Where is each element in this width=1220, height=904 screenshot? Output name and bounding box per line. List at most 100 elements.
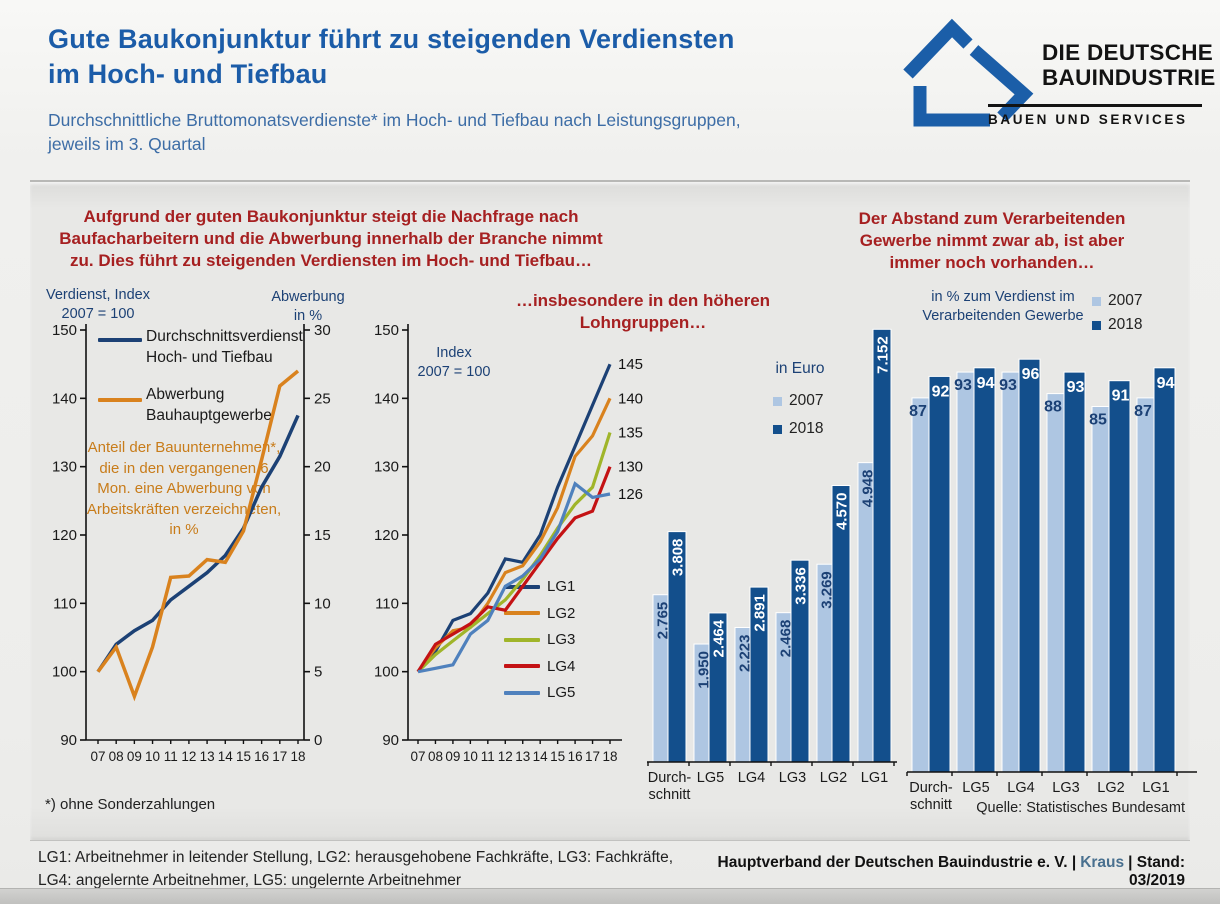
svg-text:10: 10 bbox=[463, 749, 478, 764]
legend-line-swatch bbox=[98, 398, 142, 402]
svg-text:4.948: 4.948 bbox=[860, 470, 877, 508]
legend-entry-abwerbung: Abwerbung Bauhauptgewerbe bbox=[146, 386, 272, 424]
page-subtitle-line: Durchschnittliche Bruttomonatsverdienste… bbox=[48, 110, 741, 130]
svg-text:LG2: LG2 bbox=[1097, 780, 1124, 796]
logo-name-line: BAUINDUSTRIE bbox=[1042, 65, 1216, 90]
chart3-year-legend: 2007 2018 bbox=[773, 392, 823, 438]
logo-name-line: DIE DEUTSCHE bbox=[1042, 40, 1214, 65]
svg-text:130: 130 bbox=[52, 459, 77, 476]
svg-text:schnitt: schnitt bbox=[910, 797, 952, 813]
chart1-annotation: Anteil der Bauunternehmen*, die in den v… bbox=[86, 439, 282, 538]
svg-text:92: 92 bbox=[932, 383, 950, 400]
svg-text:14: 14 bbox=[533, 749, 549, 764]
source-note: Quelle: Statistisches Bundesamt bbox=[976, 800, 1185, 816]
svg-text:87: 87 bbox=[1134, 403, 1152, 420]
legend-entry-lg5: LG5 bbox=[504, 684, 575, 701]
svg-text:93: 93 bbox=[954, 377, 972, 394]
svg-text:30: 30 bbox=[314, 322, 331, 339]
svg-text:145: 145 bbox=[618, 356, 643, 373]
svg-text:90: 90 bbox=[60, 732, 77, 749]
svg-text:135: 135 bbox=[618, 425, 643, 442]
page-subtitle-line: jeweils im 3. Quartal bbox=[48, 134, 206, 154]
heading-right-line: Der Abstand zum Verarbeitenden bbox=[858, 209, 1126, 228]
svg-text:94: 94 bbox=[977, 375, 995, 392]
svg-text:16: 16 bbox=[568, 749, 583, 764]
svg-text:110: 110 bbox=[375, 595, 399, 612]
svg-text:07: 07 bbox=[90, 749, 105, 764]
chart2-index-label: Index 2007 = 100 bbox=[417, 345, 491, 380]
svg-text:88: 88 bbox=[1044, 399, 1062, 416]
chart3-unit-label: in Euro bbox=[775, 360, 825, 377]
legend-entry-2018: 2018 bbox=[773, 420, 823, 438]
heading-left: Aufgrund der guten Baukonjunktur steigt … bbox=[48, 206, 614, 272]
svg-text:3.269: 3.269 bbox=[819, 571, 836, 609]
svg-text:94: 94 bbox=[1157, 375, 1175, 392]
svg-text:LG2: LG2 bbox=[820, 770, 847, 786]
legend-square-swatch bbox=[773, 396, 782, 406]
svg-text:10: 10 bbox=[314, 595, 331, 612]
svg-text:LG5: LG5 bbox=[697, 770, 724, 786]
heading-right-line: Gewerbe nimmt zwar ab, ist aber bbox=[859, 231, 1125, 250]
heading-right: Der Abstand zum Verarbeitenden Gewerbe n… bbox=[846, 208, 1138, 274]
svg-text:09: 09 bbox=[445, 749, 460, 764]
svg-text:11: 11 bbox=[481, 749, 495, 764]
svg-text:2.891: 2.891 bbox=[752, 594, 769, 632]
svg-text:120: 120 bbox=[374, 527, 399, 544]
svg-text:93: 93 bbox=[1067, 379, 1085, 396]
svg-text:18: 18 bbox=[290, 749, 305, 764]
heading-left-line: Baufacharbeitern und die Abwerbung inner… bbox=[59, 229, 603, 248]
svg-text:7.152: 7.152 bbox=[875, 336, 892, 374]
legend-square-swatch bbox=[1092, 320, 1101, 330]
svg-text:08: 08 bbox=[428, 749, 443, 764]
svg-text:LG5: LG5 bbox=[962, 780, 989, 796]
svg-text:91: 91 bbox=[1112, 388, 1130, 405]
svg-text:5: 5 bbox=[314, 664, 322, 681]
heading-right-line: immer noch vorhanden… bbox=[889, 253, 1095, 272]
svg-text:2.223: 2.223 bbox=[737, 635, 754, 673]
svg-text:LG3: LG3 bbox=[1052, 780, 1079, 796]
dual-axis-line-chart: Durchschnittsverdienst Hoch- und Tiefbau… bbox=[40, 320, 352, 792]
svg-text:93: 93 bbox=[999, 377, 1017, 394]
svg-text:LG3: LG3 bbox=[779, 770, 806, 786]
svg-text:4.570: 4.570 bbox=[834, 493, 851, 531]
svg-text:87: 87 bbox=[909, 403, 927, 420]
svg-text:126: 126 bbox=[618, 486, 643, 503]
svg-text:07: 07 bbox=[410, 749, 425, 764]
svg-text:LG1: LG1 bbox=[861, 770, 888, 786]
svg-text:13: 13 bbox=[515, 749, 530, 764]
svg-text:100: 100 bbox=[374, 664, 399, 681]
credit-author: Kraus bbox=[1080, 854, 1125, 871]
svg-text:25: 25 bbox=[314, 390, 331, 407]
chart1-right-axis-title: Abwerbung in % bbox=[271, 289, 345, 324]
page-title-line: Gute Baukonjunktur führt zu steigenden V… bbox=[48, 24, 735, 54]
chart1-left-axis-title: Verdienst, Index 2007 = 100 bbox=[46, 287, 150, 322]
lg-definitions: LG1: Arbeitnehmer in leitender Stellung,… bbox=[38, 849, 674, 889]
heading-middle-line: …insbesondere in den höheren bbox=[515, 291, 771, 310]
logo-name: DIE DEUTSCHE BAUINDUSTRIE bbox=[1042, 40, 1216, 90]
logo-tagline: BAUEN UND SERVICES bbox=[988, 104, 1202, 127]
svg-text:12: 12 bbox=[181, 749, 196, 764]
page-title-line: im Hoch- und Tiefbau bbox=[48, 59, 328, 89]
svg-text:11: 11 bbox=[164, 749, 178, 764]
percent-bar-chart: 87 92 Durch-schnitt 93 94 LG5 93 96 LG4 88 93 LG3 85… bbox=[905, 320, 1199, 822]
svg-text:150: 150 bbox=[52, 322, 77, 339]
svg-text:09: 09 bbox=[127, 749, 142, 764]
svg-text:12: 12 bbox=[498, 749, 513, 764]
heading-middle-line: Lohngruppen… bbox=[579, 313, 707, 332]
svg-text:130: 130 bbox=[374, 459, 399, 476]
chart4-unit-label: in % zum Verdienst im Verarbeitenden Gew… bbox=[922, 289, 1084, 324]
legend-square-swatch bbox=[1092, 296, 1101, 306]
svg-text:15: 15 bbox=[550, 749, 565, 764]
svg-text:110: 110 bbox=[53, 595, 77, 612]
chart2-legend: LG1 LG2 LG3 LG4 LG5 bbox=[504, 578, 575, 701]
svg-text:140: 140 bbox=[52, 390, 77, 407]
legend-entry-2007: 2007 bbox=[773, 392, 823, 410]
svg-text:Durch-: Durch- bbox=[648, 770, 692, 786]
page-subtitle: Durchschnittliche Bruttomonatsverdienste… bbox=[48, 108, 741, 156]
heading-left-line: zu. Dies führt zu steigenden Verdiensten… bbox=[69, 251, 593, 270]
euro-bar-chart: in Euro 2007 2018 2.765 3.808 Durch-schnit… bbox=[645, 310, 899, 812]
svg-text:2.464: 2.464 bbox=[711, 619, 728, 657]
bauindustrie-logo: DIE DEUTSCHE BAUINDUSTRIE BAUEN UND SERV… bbox=[900, 12, 1215, 142]
svg-text:85: 85 bbox=[1089, 412, 1107, 429]
